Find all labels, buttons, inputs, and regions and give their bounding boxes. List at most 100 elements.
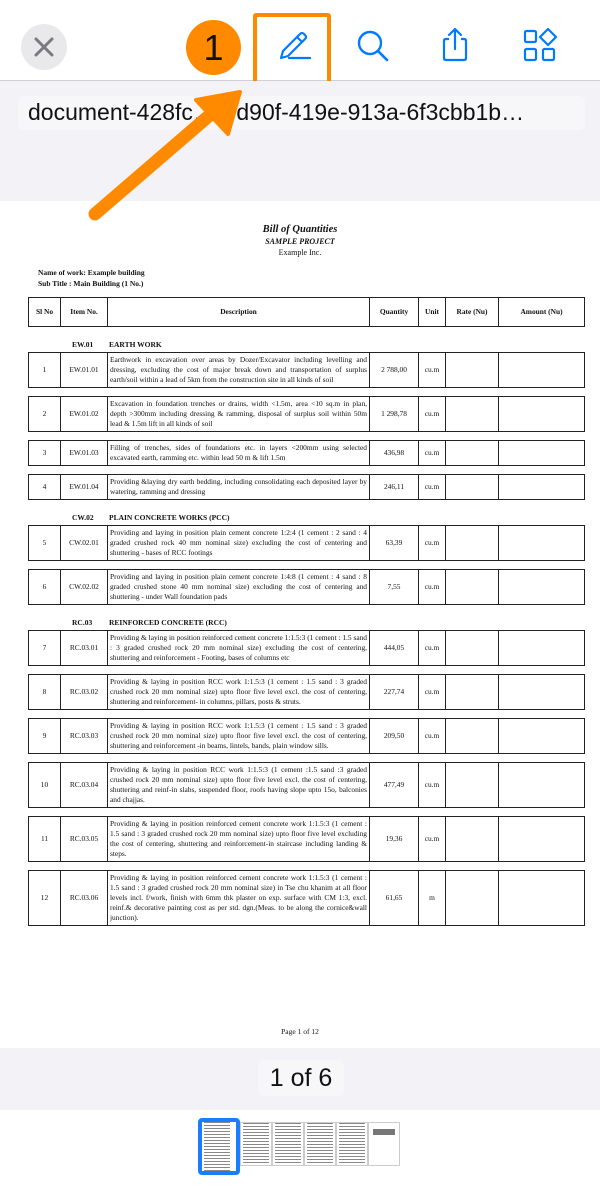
sl-no: 1 [28, 352, 61, 388]
search-icon[interactable] [355, 28, 391, 64]
doc-project: SAMPLE PROJECT [265, 237, 335, 246]
quantity: 209,50 [369, 718, 419, 754]
close-button[interactable] [21, 24, 67, 70]
sl-no: 6 [28, 569, 61, 605]
pencil-markup-icon[interactable] [275, 28, 311, 64]
table-row: 1 EW.01.01 Earthwork in excavation over … [28, 352, 585, 388]
sl-no: 10 [28, 762, 61, 808]
section-name: EARTH WORK [109, 340, 162, 349]
quantity: 61,65 [369, 870, 419, 926]
sl-no: 8 [28, 674, 61, 710]
unit: cu.m [418, 352, 446, 388]
table-row: 7 RC.03.01 Providing & laying in positio… [28, 630, 585, 666]
table-row: 4 EW.01.04 Providing &laying dry earth b… [28, 474, 585, 500]
section-heading: CW.02 PLAIN CONCRETE WORKS (PCC) [28, 508, 584, 525]
unit: cu.m [418, 674, 446, 710]
rate [445, 569, 499, 605]
amount [498, 630, 585, 666]
filename-text: document-428fc…3-d90f-419e-913a-6f3cbb1b… [28, 99, 525, 125]
description: Earthwork in excavation over areas by Do… [107, 352, 370, 388]
amount [498, 396, 585, 432]
column-header: Rate (Nu) [445, 297, 499, 327]
unit: cu.m [418, 816, 446, 862]
rate [445, 525, 499, 561]
amount [498, 762, 585, 808]
amount [498, 870, 585, 926]
sl-no: 3 [28, 440, 61, 466]
rate [445, 474, 499, 500]
item-no: RC.03.06 [60, 870, 108, 926]
table-header: Sl No Item No. Description Quantity Unit Rate… [28, 297, 585, 327]
description: Providing & laying in position reinforce… [107, 816, 370, 862]
doc-company: Example Inc. [278, 248, 322, 257]
unit: cu.m [418, 440, 446, 466]
description: Providing & laying in position reinforce… [107, 870, 370, 926]
column-header: Description [107, 297, 370, 327]
item-no: EW.01.03 [60, 440, 108, 466]
column-header: Amount (Nu) [498, 297, 585, 327]
description: Providing & laying in position reinforce… [107, 630, 370, 666]
section-heading: RC.03 REINFORCED CONCRETE (RCC) [28, 613, 584, 630]
unit: cu.m [418, 762, 446, 808]
sl-no: 4 [28, 474, 61, 500]
sl-no: 7 [28, 630, 61, 666]
amount [498, 674, 585, 710]
page-thumbnail[interactable] [272, 1122, 304, 1166]
rate [445, 762, 499, 808]
section-name: REINFORCED CONCRETE (RCC) [109, 618, 227, 627]
page-footer: Page 1 of 12 [281, 1027, 319, 1036]
amount [498, 569, 585, 605]
rate [445, 630, 499, 666]
column-header: Unit [418, 297, 446, 327]
unit: cu.m [418, 525, 446, 561]
table-row: 2 EW.01.02 Excavation in foundation tren… [28, 396, 585, 432]
unit: m [418, 870, 446, 926]
unit: cu.m [418, 630, 446, 666]
table-row: 5 CW.02.01 Providing and laying in posit… [28, 525, 585, 561]
document-page[interactable]: Bill of Quantities SAMPLE PROJECT Exampl… [0, 201, 600, 1048]
description: Providing &laying dry earth bedding, inc… [107, 474, 370, 500]
share-icon[interactable] [437, 26, 473, 62]
rate [445, 870, 499, 926]
item-no: CW.02.02 [60, 569, 108, 605]
column-header: Item No. [60, 297, 108, 327]
quantity: 2 788,00 [369, 352, 419, 388]
table-row: 11 RC.03.05 Providing & laying in positi… [28, 816, 585, 862]
item-no: RC.03.02 [60, 674, 108, 710]
quantity: 477,49 [369, 762, 419, 808]
sl-no: 9 [28, 718, 61, 754]
grid-apps-icon[interactable] [522, 28, 558, 64]
quantity: 63,39 [369, 525, 419, 561]
table-row: 8 RC.03.02 Providing & laying in positio… [28, 674, 585, 710]
table-row: 6 CW.02.02 Providing and laying in posit… [28, 569, 585, 605]
page-thumbnail[interactable] [198, 1118, 240, 1175]
description: Excavation in foundation trenches or dra… [107, 396, 370, 432]
quantity: 444,05 [369, 630, 419, 666]
page-indicator: 1 of 6 [258, 1060, 344, 1096]
unit: cu.m [418, 396, 446, 432]
section-code: RC.03 [72, 618, 93, 627]
markup-highlight-box [253, 13, 331, 85]
amount [498, 474, 585, 500]
description: Providing & laying in position RCC work … [107, 718, 370, 754]
page-thumbnail[interactable] [240, 1122, 272, 1166]
page-thumbnail[interactable] [336, 1122, 368, 1166]
item-no: EW.01.01 [60, 352, 108, 388]
description: Filling of trenches, sides of foundation… [107, 440, 370, 466]
item-no: RC.03.03 [60, 718, 108, 754]
page-thumbnail[interactable] [304, 1122, 336, 1166]
quantity: 7,55 [369, 569, 419, 605]
sl-no: 5 [28, 525, 61, 561]
section-code: EW.01 [72, 340, 94, 349]
quantity: 227,74 [369, 674, 419, 710]
page-thumbnail[interactable] [368, 1122, 400, 1166]
quantity: 436,98 [369, 440, 419, 466]
amount [498, 816, 585, 862]
column-header: Quantity [369, 297, 419, 327]
table-row: 3 EW.01.03 Filling of trenches, sides of… [28, 440, 585, 466]
document-filename[interactable]: document-428fc…3-d90f-419e-913a-6f3cbb1b… [18, 96, 585, 130]
unit: cu.m [418, 718, 446, 754]
description: Providing & laying in position RCC work … [107, 674, 370, 710]
section-heading: EW.01 EARTH WORK [28, 335, 584, 352]
close-icon [34, 37, 54, 57]
